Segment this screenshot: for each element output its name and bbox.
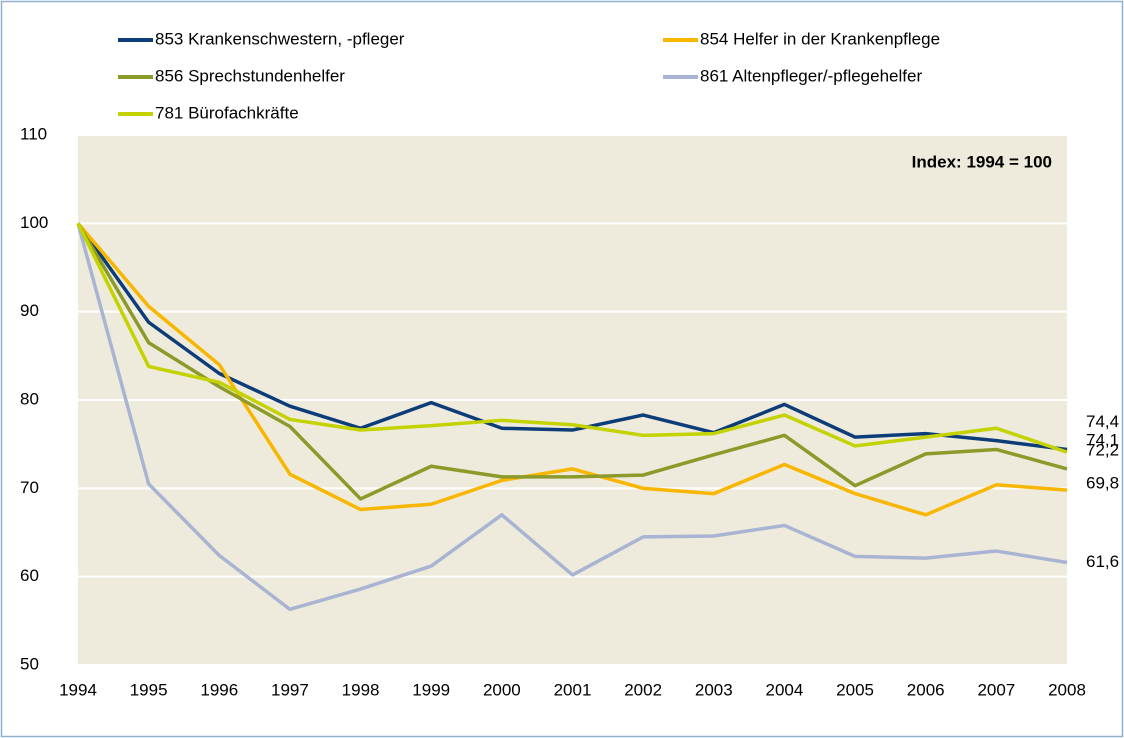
value-label: 74,1 (1086, 431, 1119, 450)
annotation: Index: 1994 = 100 (912, 152, 1052, 171)
y-tick-label: 70 (20, 478, 39, 497)
x-tick-label: 1995 (130, 680, 168, 699)
x-tick-label: 1994 (59, 680, 97, 699)
legend-label: 854 Helfer in der Krankenpflege (700, 29, 940, 48)
series-line (76, 222, 1068, 454)
x-tick-label: 2006 (907, 680, 945, 699)
value-label: 61,6 (1086, 552, 1119, 571)
y-tick-label: 60 (20, 566, 39, 585)
series-line (76, 222, 1068, 501)
x-tick-label: 2002 (624, 680, 662, 699)
y-tick-label: 50 (20, 654, 39, 673)
y-tick-label: 80 (20, 389, 39, 408)
x-tick-label: 2003 (695, 680, 733, 699)
x-tick-label: 1998 (342, 680, 380, 699)
legend-label: 781 Bürofachkräfte (155, 103, 299, 122)
legend-label: 856 Sprechstundenhelfer (155, 66, 345, 85)
x-tick-label: 2001 (554, 680, 592, 699)
x-tick-label: 2007 (977, 680, 1015, 699)
value-label: 74,4 (1086, 412, 1119, 431)
x-tick-label: 2004 (766, 680, 804, 699)
series-line (76, 222, 1068, 612)
legend-label: 861 Altenpfleger/-pflegehelfer (700, 66, 922, 85)
x-tick-label: 1996 (200, 680, 238, 699)
series-line (76, 222, 1068, 452)
legend-label: 853 Krankenschwestern, -pfleger (155, 29, 405, 48)
value-label: 69,8 (1086, 474, 1119, 493)
x-tick-label: 1999 (412, 680, 450, 699)
y-tick-label: 100 (20, 213, 48, 232)
x-tick-label: 2000 (483, 680, 521, 699)
x-tick-label: 2005 (836, 680, 874, 699)
x-tick-label: 1997 (271, 680, 309, 699)
x-tick-label: 2008 (1048, 680, 1086, 699)
y-tick-label: 110 (20, 124, 47, 143)
value-label: 72,2 (1086, 440, 1119, 459)
y-tick-label: 90 (20, 301, 39, 320)
